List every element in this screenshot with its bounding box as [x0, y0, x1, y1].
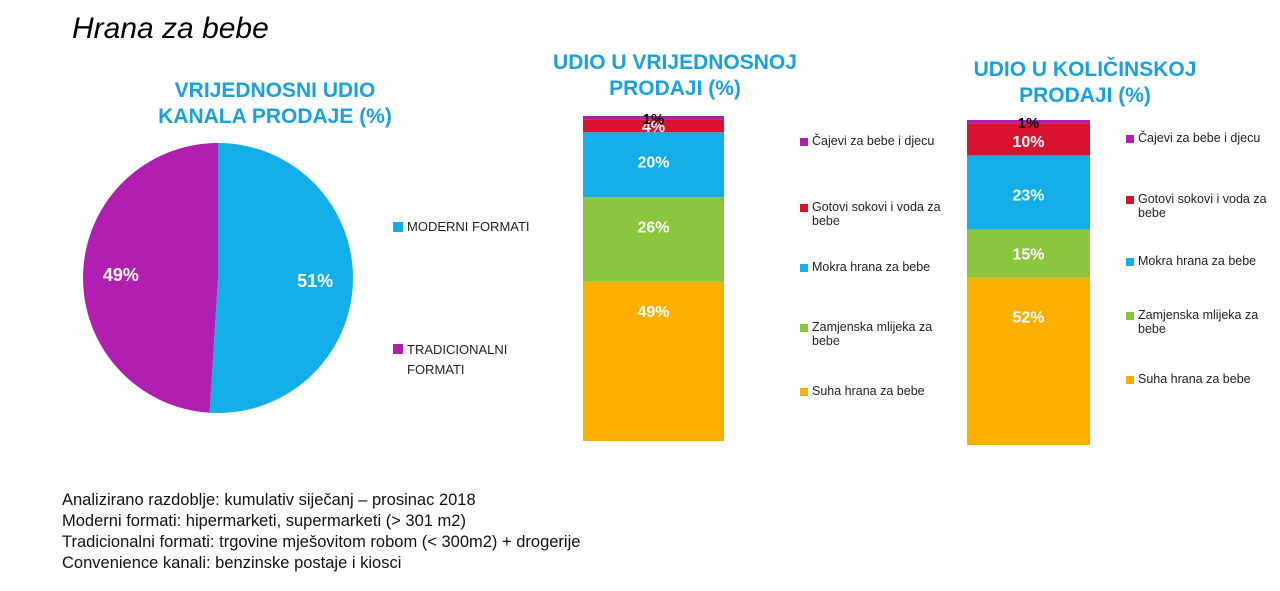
bar-segment — [583, 116, 724, 120]
pie-slice-label: 51% — [297, 271, 333, 291]
bar-segment — [583, 119, 724, 133]
pie-legend-item-moderni: MODERNI FORMATI — [393, 218, 563, 236]
pie-slice-label: 49% — [103, 265, 139, 285]
bar-segment-label: 10% — [1012, 134, 1044, 151]
bar-segment-label: 23% — [1012, 187, 1044, 204]
pie-chart-title: VRIJEDNOSNI UDIO KANALA PRODAJE (%) — [158, 79, 392, 128]
bar-segment-label: 49% — [637, 304, 669, 321]
bar-segment — [583, 281, 724, 441]
pie-chart: 51% 49% — [83, 143, 354, 414]
bar-segment — [967, 155, 1090, 230]
value-share-stacked-bar: 49% 26% 20% 4%1% — [583, 111, 724, 441]
volume-share-chart-title: UDIO U KOLIČINSKOJ PRODAJI (%) — [973, 58, 1197, 107]
footnote-line: Moderni formati: hipermarketi, supermark… — [62, 512, 466, 530]
value-share-legend-item: Čajevi za bebe i djecu — [800, 134, 970, 148]
footnote-line: Analizirano razdoblje: kumulativ siječan… — [62, 491, 476, 509]
page-title: Hrana za bebe — [72, 12, 269, 45]
bar-segment — [967, 229, 1090, 278]
pie-legend-label: TRADICIONALNI FORMATI — [407, 342, 508, 377]
bar-segment-label: 1% — [1018, 115, 1040, 132]
volume-share-stacked-bar: 52% 15% 23% 10% 1% — [967, 115, 1090, 445]
bar-segment — [583, 132, 724, 198]
bar-segment-label: 20% — [637, 154, 669, 171]
pie-legend-label: MODERNI FORMATI — [407, 219, 530, 234]
value-share-legend-item: Gotovi sokovi i voda za bebe — [800, 200, 970, 228]
bar-segment-label: 15% — [1012, 247, 1044, 264]
volume-share-legend-item: Čajevi za bebe i djecu — [1126, 131, 1276, 145]
value-share-legend-item: Zamjenska mlijeka za bebe — [800, 320, 970, 348]
volume-share-legend-item: Zamjenska mlijeka za bebe — [1126, 308, 1276, 336]
volume-share-legend-item: Gotovi sokovi i voda za bebe — [1126, 192, 1276, 220]
value-share-chart-title: UDIO U VRIJEDNOSNOJ PRODAJI (%) — [553, 51, 797, 100]
pie-legend: MODERNI FORMATI TRADICIONALNI FORMATI — [393, 218, 563, 380]
bar-segment — [583, 197, 724, 282]
value-share-legend-item: Suha hrana za bebe — [800, 384, 970, 398]
volume-share-legend: Čajevi za bebe i djecu Gotovi sokovi i v… — [1126, 131, 1276, 386]
pie-slice — [83, 143, 218, 413]
bar-segment-label: 1% — [643, 111, 665, 128]
bar-segment — [967, 120, 1090, 124]
footnote-line: Convenience kanali: benzinske postaje i … — [62, 554, 402, 572]
pie-legend-item-tradicionalni: TRADICIONALNI FORMATI — [393, 340, 563, 380]
value-share-legend: Čajevi za bebe i djecu Gotovi sokovi i v… — [800, 134, 970, 398]
volume-share-legend-item: Suha hrana za bebe — [1126, 372, 1276, 386]
bar-segment-label: 52% — [1012, 310, 1044, 327]
pie-legend-swatch — [393, 344, 403, 354]
bar-segment-label: 4% — [642, 119, 665, 136]
pie-legend-swatch — [393, 222, 403, 232]
footnotes: Analizirano razdoblje: kumulativ siječan… — [62, 490, 580, 574]
pie-slice — [209, 143, 354, 414]
bar-segment — [967, 123, 1090, 156]
bar-segment-label: 26% — [637, 219, 669, 236]
footnote-line: Tradicionalni formati: trgovine mješovit… — [62, 533, 581, 551]
bar-segment — [967, 277, 1090, 445]
volume-share-legend-item: Mokra hrana za bebe — [1126, 254, 1276, 268]
value-share-legend-item: Mokra hrana za bebe — [800, 260, 970, 274]
